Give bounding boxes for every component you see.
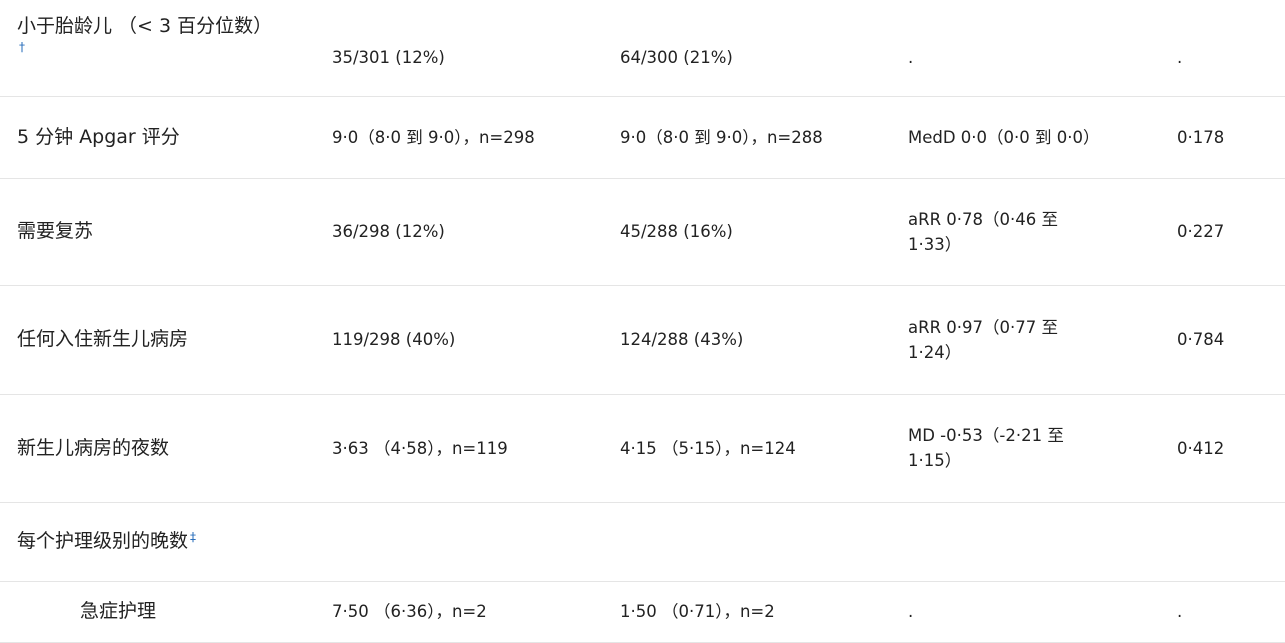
effect-value: . — [908, 581, 1177, 643]
intervention-value: 7·50 （6·36），n=2 — [332, 581, 620, 643]
row-label: 需要复苏 — [17, 220, 94, 242]
row-label: 每个护理级别的晚数 — [17, 530, 189, 552]
intervention-value: 9·0（8·0 到 9·0），n=298 — [332, 96, 620, 179]
control-value: 45/288 (16%) — [620, 178, 908, 286]
footnote-link[interactable]: † — [19, 40, 25, 54]
p-value: 0·412 — [1177, 394, 1285, 503]
p-value: 0·227 — [1177, 178, 1285, 286]
p-value: . — [1177, 581, 1285, 643]
effect-value: MedD 0·0（0·0 到 0·0） — [908, 96, 1177, 179]
intervention-value: 35/301 (12%) — [332, 0, 620, 97]
intervention-value: 119/298 (40%) — [332, 285, 620, 395]
row-label: 新生儿病房的夜数 — [17, 436, 170, 459]
footnote-link[interactable]: ‡ — [190, 530, 197, 544]
row-label-cell: 任何入住新生儿病房 — [0, 285, 332, 395]
table-row: 任何入住新生儿病房 119/298 (40%) 124/288 (43%) aR… — [0, 285, 1285, 395]
p-value: . — [1177, 0, 1285, 97]
control-value: 1·50 （0·71），n=2 — [620, 581, 908, 643]
row-label-cell: 5 分钟 Apgar 评分 — [0, 96, 332, 179]
row-label: 5 分钟 Apgar 评分 — [17, 125, 180, 148]
table-row: 急症护理 7·50 （6·36），n=2 1·50 （0·71），n=2 . . — [0, 581, 1285, 643]
row-label-cell: 急症护理 — [0, 581, 332, 643]
p-value: 0·178 — [1177, 96, 1285, 179]
row-label: 任何入住新生儿病房 — [17, 328, 189, 350]
control-value: 9·0（8·0 到 9·0），n=288 — [620, 96, 908, 179]
intervention-value: 36/298 (12%) — [332, 178, 620, 286]
table-row: 新生儿病房的夜数 3·63 （4·58），n=119 4·15 （5·15），n… — [0, 394, 1285, 503]
control-value: 64/300 (21%) — [620, 0, 908, 97]
effect-value: aRR 0·97（0·77 至 1·24） — [908, 285, 1177, 395]
control-value: 4·15 （5·15），n=124 — [620, 394, 908, 503]
table-row: 5 分钟 Apgar 评分 9·0（8·0 到 9·0），n=298 9·0（8… — [0, 96, 1285, 179]
row-label-cell: 新生儿病房的夜数 — [0, 394, 332, 503]
table-row: 需要复苏 36/298 (12%) 45/288 (16%) aRR 0·78（… — [0, 178, 1285, 286]
effect-value: . — [908, 0, 1177, 97]
effect-value: MD -0·53（-2·21 至 1·15） — [908, 394, 1177, 503]
row-label-cell: 小于胎龄儿 （< 3 百分位数） † — [0, 0, 332, 97]
control-value: 124/288 (43%) — [620, 285, 908, 395]
table-row: 小于胎龄儿 （< 3 百分位数） † 35/301 (12%) 64/300 (2… — [0, 0, 1285, 97]
row-label: 小于胎龄儿 （< 3 百分位数） — [17, 15, 273, 37]
row-label: 急症护理 — [80, 600, 157, 622]
intervention-value: 3·63 （4·58），n=119 — [332, 394, 620, 503]
row-label-cell: 每个护理级别的晚数 ‡ — [0, 502, 1285, 582]
table-row: 每个护理级别的晚数 ‡ — [0, 502, 1285, 582]
row-label-cell: 需要复苏 — [0, 178, 332, 286]
effect-value: aRR 0·78（0·46 至 1·33） — [908, 178, 1177, 286]
p-value: 0·784 — [1177, 285, 1285, 395]
